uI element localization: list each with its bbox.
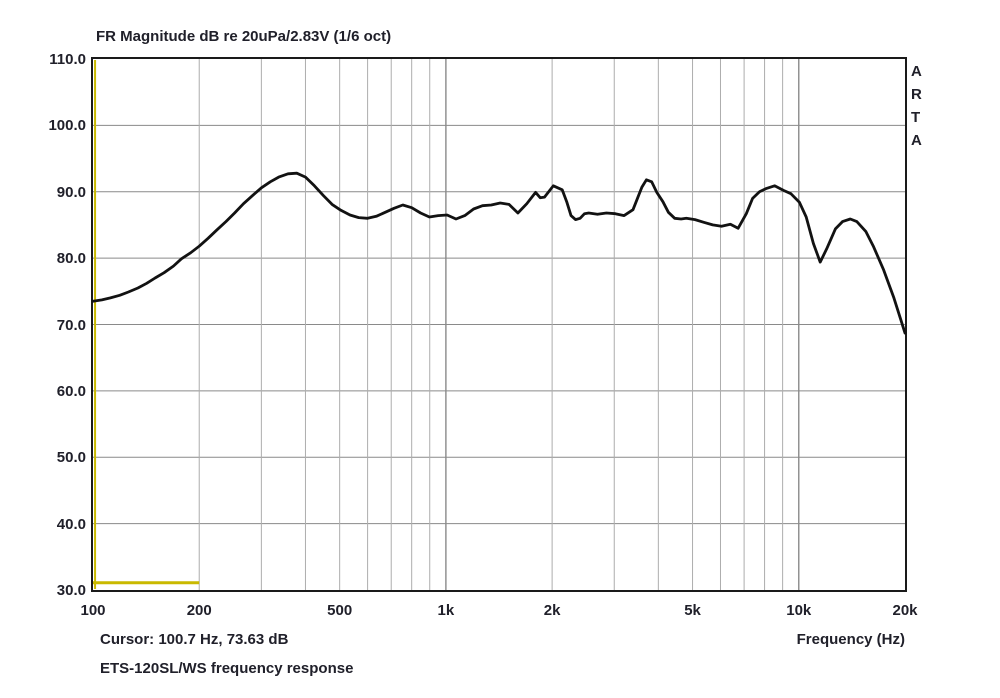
x-tick-label: 100 [80, 602, 106, 619]
arta-logo: ARTA [911, 63, 922, 149]
y-tick-label: 60.0 [56, 382, 86, 400]
plot-border [91, 57, 907, 592]
y-tick-label: 50.0 [56, 449, 86, 467]
x-tick-label: 5k [684, 602, 701, 619]
x-tick-label: 1k [437, 602, 455, 619]
plot-subtitle: ETS-120SL/WS frequency response [100, 660, 354, 677]
y-tick-label: 40.0 [56, 515, 86, 533]
x-tick-label: 200 [186, 602, 212, 619]
x-axis-title: Frequency (Hz) [796, 631, 905, 648]
y-tick-label: 30.0 [56, 582, 86, 599]
cursor-readout: Cursor: 100.7 Hz, 73.63 dB [100, 631, 289, 648]
chart-title: FR Magnitude dB re 20uPa/2.83V (1/6 oct) [96, 28, 392, 45]
y-tick-label: 110.0 [49, 51, 86, 68]
y-tick-label: 70.0 [56, 316, 86, 334]
x-tick-label: 2k [543, 602, 561, 619]
x-tick-label: 20k [892, 602, 918, 619]
y-tick-label: 80.0 [56, 250, 86, 268]
response-curve [91, 171, 907, 335]
x-tick-label: 500 [327, 602, 353, 619]
y-tick-label: 100.0 [48, 117, 86, 135]
y-tick-label: 90.0 [56, 183, 86, 201]
x-tick-label: 10k [786, 602, 812, 619]
